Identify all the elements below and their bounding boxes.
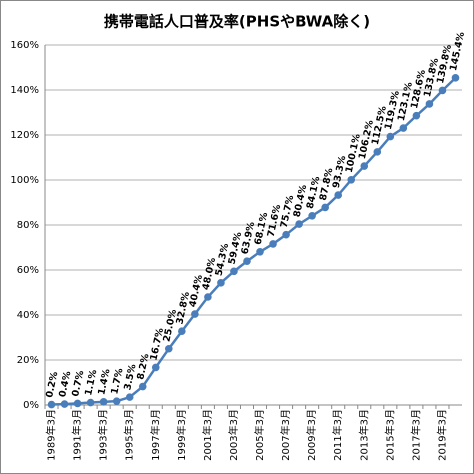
marker — [230, 267, 238, 276]
x-tick-label: 2017年3月 — [409, 409, 422, 461]
x-tick-label: 1991年3月 — [71, 409, 84, 461]
data-label: 0.4% — [57, 370, 73, 399]
marker — [112, 397, 121, 405]
y-tick-label: 80% — [17, 220, 39, 231]
marker — [217, 279, 225, 287]
data-label: 0.7% — [70, 369, 86, 398]
x-tick-label: 2003年3月 — [227, 409, 240, 461]
data-label: 0.2% — [44, 370, 60, 399]
marker — [164, 344, 173, 353]
marker — [308, 211, 316, 220]
y-tick-label: 100% — [10, 175, 39, 186]
marker — [125, 393, 134, 401]
marker — [151, 363, 160, 372]
y-tick-label: 20% — [17, 355, 39, 366]
marker — [425, 100, 434, 108]
marker — [256, 247, 264, 256]
data-label: 1.4% — [96, 367, 112, 396]
y-tick-label: 40% — [17, 310, 39, 321]
chart-title: 携帯電話人口普及率(PHSやBWA除く) — [104, 13, 370, 31]
y-tick-label: 160% — [10, 40, 39, 51]
marker — [138, 382, 147, 391]
x-tick-label: 1995年3月 — [123, 409, 136, 461]
marker — [360, 162, 369, 170]
marker — [412, 111, 421, 120]
marker — [282, 230, 290, 239]
x-tick-label: 1997年3月 — [149, 409, 162, 461]
marker — [73, 399, 82, 408]
marker — [99, 398, 108, 406]
y-tick-label: 0% — [23, 400, 39, 411]
data-label: 1.7% — [109, 367, 125, 396]
data-label: 8.2% — [135, 352, 151, 381]
x-tick-label: 1993年3月 — [97, 409, 110, 461]
y-tick-label: 120% — [10, 130, 39, 141]
x-tick-label: 2013年3月 — [357, 409, 370, 461]
marker — [204, 293, 212, 301]
y-tick-label: 140% — [10, 85, 39, 96]
data-label: 1.1% — [83, 368, 99, 397]
marker — [386, 132, 395, 141]
marker — [334, 191, 343, 199]
marker — [373, 148, 382, 156]
y-tick-label: 60% — [17, 265, 39, 276]
marker — [269, 240, 277, 248]
marker — [60, 400, 69, 408]
x-tick-label: 2011年3月 — [331, 409, 344, 461]
marker — [86, 398, 95, 407]
data-label: 3.5% — [122, 363, 138, 392]
marker — [321, 203, 329, 212]
x-tick-label: 2007年3月 — [279, 409, 292, 461]
marker — [451, 74, 460, 82]
marker — [438, 86, 447, 95]
x-tick-label: 1989年3月 — [45, 409, 58, 461]
x-tick-label: 2019年3月 — [435, 409, 448, 461]
marker — [47, 400, 56, 409]
x-tick-label: 2009年3月 — [305, 409, 318, 461]
x-tick-label: 2015年3月 — [383, 409, 396, 461]
x-tick-label: 2005年3月 — [253, 409, 266, 461]
x-tick-label: 2001年3月 — [201, 409, 214, 461]
marker — [191, 310, 199, 318]
marker — [347, 175, 356, 184]
marker — [295, 220, 303, 228]
marker — [399, 124, 408, 132]
x-tick-label: 1999年3月 — [175, 409, 188, 461]
marker — [178, 327, 186, 336]
marker — [243, 257, 251, 266]
